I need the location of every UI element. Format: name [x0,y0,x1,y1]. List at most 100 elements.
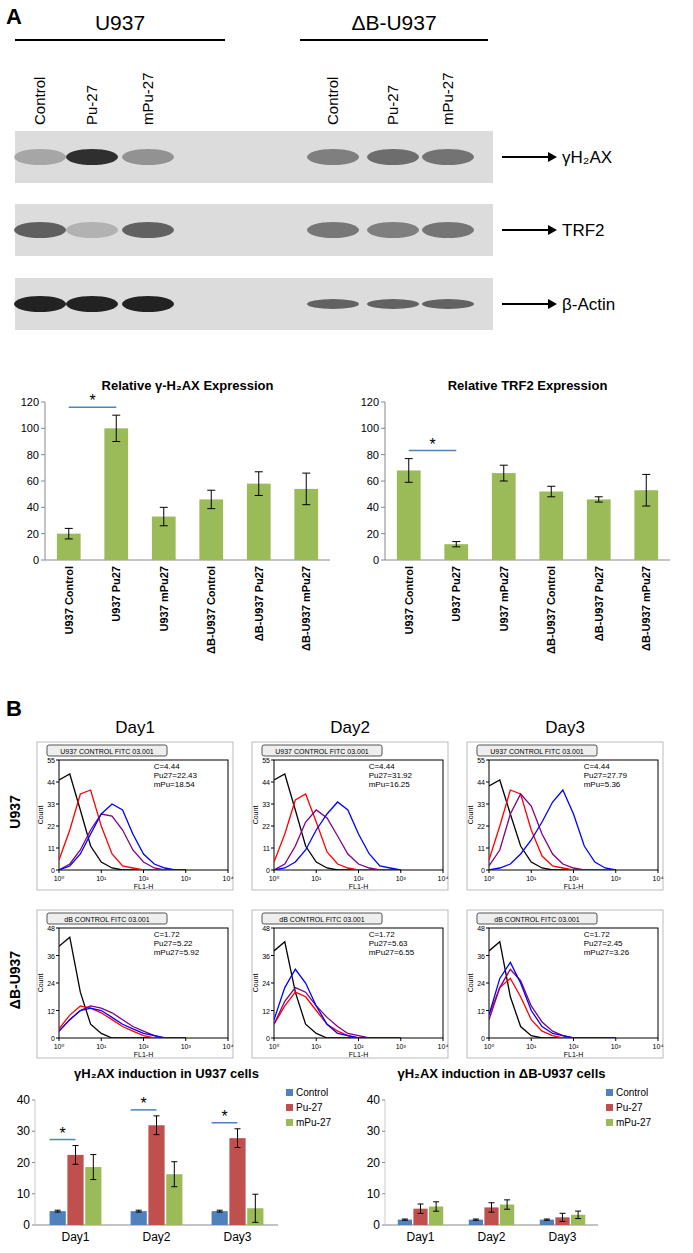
error-bar [560,1213,566,1221]
label: C=1.72 [369,930,396,939]
error-bar [433,1202,439,1211]
y-tick [56,826,59,827]
error-cap [252,1194,258,1195]
error-cap [160,525,168,526]
error-cap [217,1212,223,1213]
error-cap [418,1213,424,1214]
error-bar [55,1210,61,1212]
error-cap [73,1164,79,1165]
y-tick [32,1193,35,1194]
label: dB CONTROL FITC 03.001 [279,916,364,923]
y-tick [41,533,45,534]
blot-band [307,222,359,238]
y-tick [486,1010,489,1011]
error-line [503,465,504,481]
error-line [258,472,259,496]
error-line [456,542,457,547]
label: Day2 [142,1230,170,1244]
label: mPu=18.54 [154,780,196,789]
label: γH₂AX induction in U937 cells [74,1066,259,1081]
error-bar [154,1116,160,1135]
panel-frame [467,910,663,1058]
label: U937 CONTROL FITC 03.001 [490,748,584,755]
label: 33 [47,801,55,808]
label: 24 [47,980,55,987]
plot-area [57,415,318,560]
error-cap [65,528,73,529]
error-cap [595,502,603,503]
label: dB CONTROL FITC 03.001 [64,916,149,923]
label: Pu27=31.92 [369,771,413,780]
label: mPu27=5.92 [154,948,200,957]
label: U937 [7,795,23,829]
error-cap [136,1212,142,1213]
plot-frame [489,760,658,870]
label: FL1-H [564,1051,583,1058]
x-tick [143,870,144,873]
y-tick [56,955,59,956]
error-line [408,459,409,483]
error-line [68,528,69,539]
bar [199,499,223,560]
y-tick [271,955,274,956]
y-tick [32,1100,35,1101]
panel-frame [37,910,233,1058]
label: U937 Pu27 [450,566,462,622]
label: U937 mPu27 [498,566,510,631]
label: 10³ [396,875,407,882]
label: mPu-27 [139,72,156,125]
error-cap [547,496,555,497]
error-cap [473,1220,479,1221]
y-tick [56,848,59,849]
label: 10⁰ [269,1043,280,1050]
y-tick [486,826,489,827]
x-tick [443,870,444,873]
figure: AU937ΔB-U937ControlPu-27mPu-27ControlPu-… [0,0,693,1253]
label: 120 [361,396,379,408]
x-tick [228,1038,229,1041]
blot-band [122,149,174,165]
error-bar [90,1155,96,1180]
label: 10⁰ [484,875,495,882]
label: 10⁴ [653,875,664,882]
y-tick [381,428,385,429]
plot-area [398,1200,585,1225]
blot-band [367,149,419,165]
error-cap [452,541,460,542]
error-cap [595,496,603,497]
label: ΔB-U937 [7,951,23,1010]
label: 10² [353,1043,364,1050]
bar [398,1220,412,1225]
label: Control [31,77,48,125]
error-bar [642,474,650,506]
error-cap [65,538,73,539]
label: Pu-27 [83,85,100,125]
label: 0 [266,867,270,874]
histogram-line [274,969,401,1038]
label: Pu-27 [296,1102,323,1113]
error-cap [112,415,120,416]
label: U937 Control [403,566,415,634]
histogram-line [489,790,616,870]
x-tick [358,1038,359,1041]
panel-frame [37,742,233,890]
label: 10¹ [526,875,537,882]
label: U937 CONTROL FITC 03.001 [60,748,154,755]
y-tick [32,1225,35,1226]
label: FL1-H [134,883,153,890]
error-cap [90,1154,96,1155]
label: 80 [367,449,379,461]
x-tick [489,870,490,873]
plot-frame [489,928,658,1038]
label: 40 [27,501,39,513]
error-bar [136,1210,142,1212]
label: Day1 [406,1230,434,1244]
label: 20 [27,528,39,540]
error-cap [136,1210,142,1211]
label: 12 [477,1008,485,1015]
histogram-line [489,790,616,870]
x-tick [658,870,659,873]
label: FL1-H [564,883,583,890]
bar [50,1211,66,1225]
label: 30 [367,1124,381,1138]
